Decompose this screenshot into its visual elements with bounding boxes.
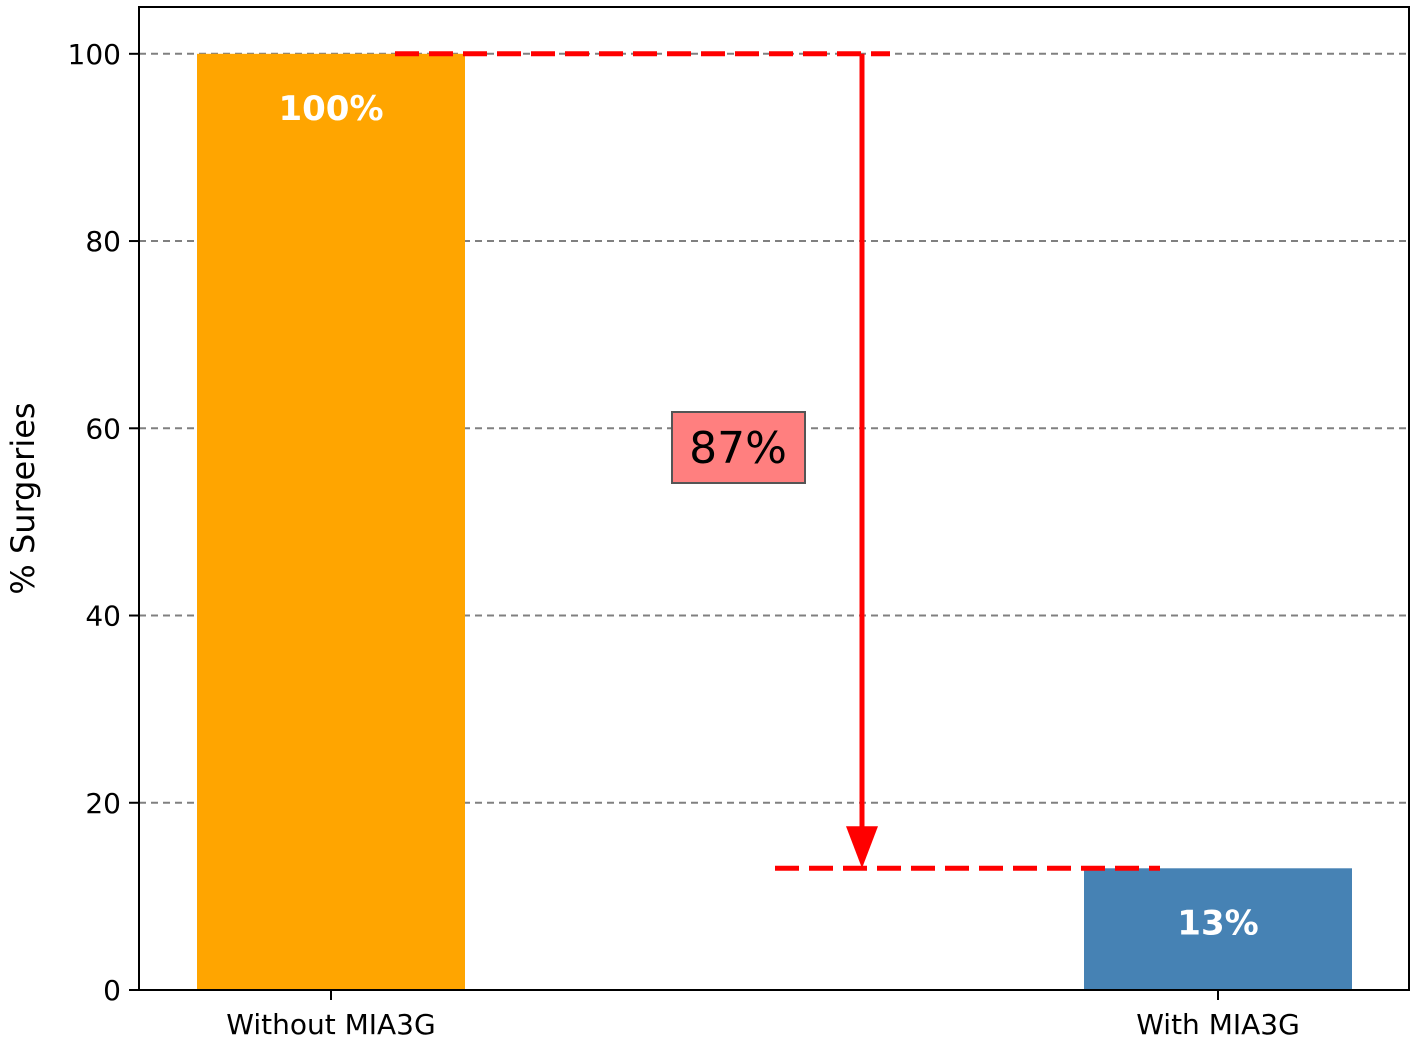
plot-frame [138,6,1410,991]
y-tick-label: 60 [85,412,121,445]
annotation-box [671,411,806,484]
bar [197,53,465,991]
reduction-annotation: 87% [395,51,1160,871]
y-tick-label: 40 [85,600,121,633]
annotation-text: 87% [689,423,787,474]
reduction-arrow-head [846,826,878,869]
y-tick-label: 0 [103,974,121,1007]
bar-value-label: 13% [1177,903,1258,943]
y-tick-label: 20 [85,787,121,820]
bars: 100% 13% [197,53,1352,991]
y-tick-label: 80 [85,225,121,258]
bar-value-label: 100% [278,89,383,129]
y-tick-label: 100 [68,38,121,71]
y-axis-title: % Surgeries [4,402,42,594]
x-tick-label: Without MIA3G [226,1008,435,1041]
axes: 0 20 40 60 80 100 Without MIA3G With MIA3G [68,38,1300,1041]
bar [1084,868,1352,990]
x-tick-label: With MIA3G [1136,1008,1300,1041]
grid-lines [139,52,1409,804]
